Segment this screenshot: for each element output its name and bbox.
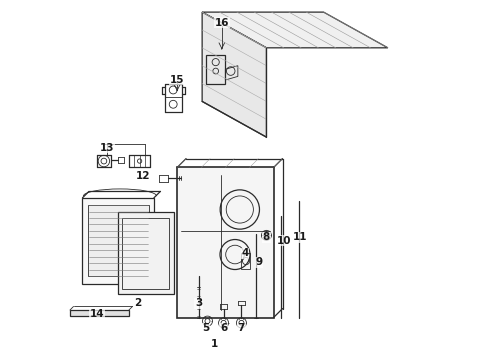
- Polygon shape: [202, 12, 388, 48]
- Text: 13: 13: [100, 143, 115, 153]
- Text: 2: 2: [134, 298, 142, 308]
- Text: 4: 4: [241, 248, 249, 258]
- Polygon shape: [118, 212, 173, 294]
- Text: 15: 15: [170, 75, 184, 85]
- Text: 1: 1: [211, 339, 218, 349]
- Polygon shape: [177, 167, 273, 318]
- Text: 3: 3: [195, 298, 202, 308]
- Text: 16: 16: [215, 18, 229, 28]
- Text: 14: 14: [90, 309, 104, 319]
- Text: 6: 6: [220, 323, 227, 333]
- Text: 5: 5: [202, 323, 209, 333]
- Text: 7: 7: [238, 323, 245, 333]
- Polygon shape: [70, 310, 129, 316]
- Text: 8: 8: [263, 232, 270, 242]
- Polygon shape: [202, 12, 267, 137]
- Text: 10: 10: [277, 236, 292, 246]
- Polygon shape: [82, 198, 154, 284]
- Text: 9: 9: [256, 257, 263, 267]
- Text: 11: 11: [293, 232, 308, 242]
- Polygon shape: [122, 217, 169, 289]
- Polygon shape: [88, 205, 148, 276]
- Text: 12: 12: [136, 171, 150, 181]
